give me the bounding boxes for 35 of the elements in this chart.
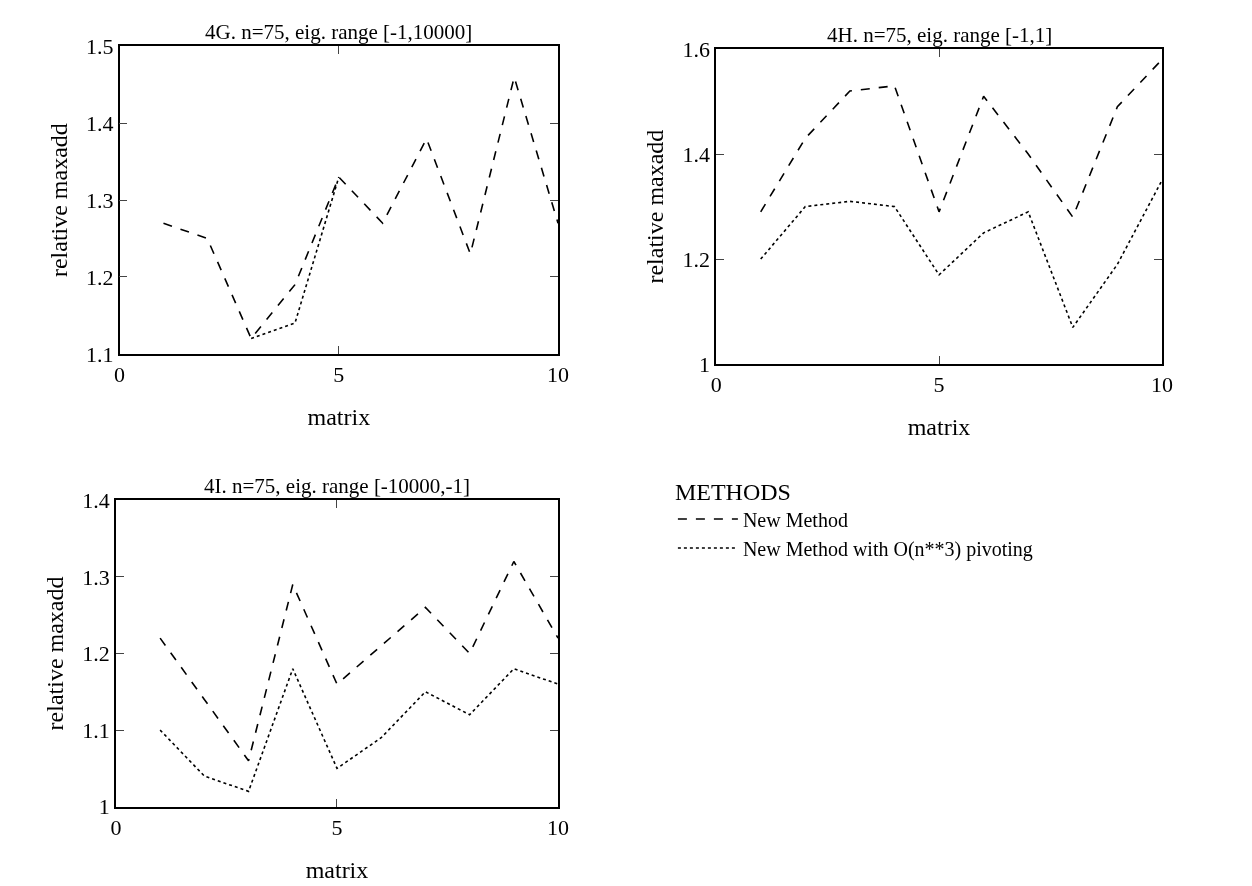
y-tick-label: 1.1: [85, 341, 114, 367]
x-tick-label: 5: [333, 361, 345, 387]
y-tick-label: 1.1: [82, 717, 110, 743]
x-tick-label: 10: [1150, 372, 1173, 398]
y-axis-title: relative maxadd: [41, 576, 68, 731]
y-tick-label: 1.2: [82, 641, 110, 667]
x-axis-title: matrix: [307, 403, 371, 430]
x-tick-label: 0: [110, 814, 122, 840]
legend-title: METHODS: [674, 478, 791, 505]
y-tick-label: 1: [698, 351, 710, 377]
x-tick-label: 0: [710, 372, 722, 398]
legend-label: New Method: [742, 508, 848, 531]
x-tick-label: 5: [933, 372, 945, 398]
x-tick-label: 10: [547, 814, 570, 840]
chart-title: 4G. n=75, eig. range [-1,10000]: [205, 20, 473, 44]
y-tick-label: 1.2: [85, 264, 114, 290]
chart-title: 4I. n=75, eig. range [-10000,-1]: [204, 474, 471, 498]
y-tick-label: 1.4: [682, 141, 710, 167]
x-tick-label: 0: [114, 361, 126, 387]
x-axis-title: matrix: [907, 414, 971, 441]
y-tick-label: 1.2: [682, 246, 710, 272]
y-tick-label: 1.5: [85, 34, 114, 60]
x-tick-label: 5: [331, 814, 343, 840]
legend-label: New Method with O(n**3) pivoting: [742, 537, 1033, 561]
chart-title: 4H. n=75, eig. range [-1,1]: [827, 23, 1053, 47]
y-tick-label: 1.6: [682, 36, 710, 62]
y-tick-label: 1.3: [82, 564, 110, 590]
x-tick-label: 10: [547, 361, 570, 387]
y-tick-label: 1.4: [85, 110, 114, 136]
y-tick-label: 1.4: [82, 487, 110, 513]
y-axis-title: relative maxadd: [642, 129, 669, 284]
y-tick-label: 1.3: [85, 187, 114, 213]
x-axis-title: matrix: [305, 856, 369, 883]
y-tick-label: 1: [98, 794, 110, 820]
y-axis-title: relative maxadd: [45, 123, 72, 278]
